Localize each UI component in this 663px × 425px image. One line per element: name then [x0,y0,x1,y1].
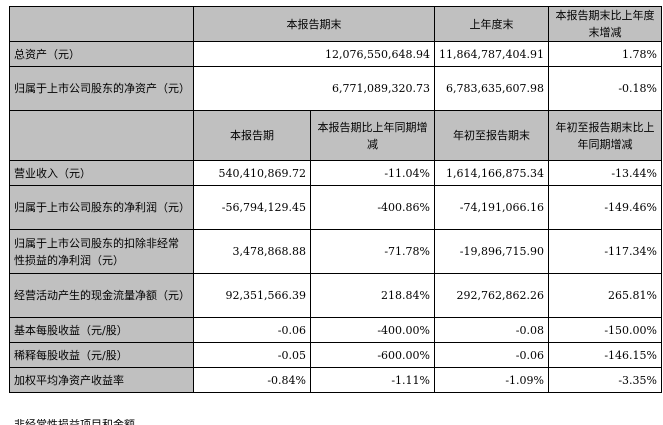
ytd-yoy-value: -13.44% [548,160,662,186]
table-row: 稀释每股收益（元/股） -0.05 -600.00% -0.06 -146.15… [9,342,662,368]
period-yoy-value: -71.78% [310,229,435,274]
ytd-yoy-value: -3.35% [548,367,662,393]
header-ytd-yoy: 年初至报告期末比上年同期增减 [548,110,662,161]
ytd-yoy-value: -117.34% [548,229,662,274]
period-yoy-value: 218.84% [310,273,435,318]
period-yoy-value: -11.04% [310,160,435,186]
current-value: 12,076,550,648.94 [193,41,435,67]
current-value: 6,771,089,320.73 [193,66,435,111]
ytd-value: -74,191,066.16 [434,185,549,230]
table-row: 归属于上市公司股东的净资产（元） 6,771,089,320.73 6,783,… [9,66,662,111]
row-label: 归属于上市公司股东的扣除非经常性损益的净利润（元） [9,229,194,274]
ytd-value: -0.08 [434,317,549,343]
period-yoy-value: -400.86% [310,185,435,230]
row-label: 稀释每股收益（元/股） [9,342,194,368]
period-value: -56,794,129.45 [193,185,311,230]
table-row: 归属于上市公司股东的扣除非经常性损益的净利润（元） 3,478,868.88 -… [9,229,662,274]
row-label: 基本每股收益（元/股） [9,317,194,343]
row-label: 归属于上市公司股东的净资产（元） [9,66,194,111]
row-label: 营业收入（元） [9,160,194,186]
header-ytd: 年初至报告期末 [434,110,549,161]
header-current-period-end: 本报告期末 [193,6,435,42]
period-value: 92,351,566.39 [193,273,311,318]
ytd-yoy-value: -146.15% [548,342,662,368]
footer-text-fragment: 非经常性损益项目和金额 [14,419,164,425]
financial-data-table: 本报告期末 上年度末 本报告期末比上年度末增减 总资产（元） 12,076,55… [9,6,662,393]
row-label: 归属于上市公司股东的净利润（元） [9,185,194,230]
header-period-yoy: 本报告期比上年同期增减 [310,110,435,161]
last-year-value: 11,864,787,404.91 [434,41,549,67]
row-label: 总资产（元） [9,41,194,67]
period-yoy-value: -1.11% [310,367,435,393]
table-row: 营业收入（元） 540,410,869.72 -11.04% 1,614,166… [9,160,662,186]
ytd-yoy-value: -149.46% [548,185,662,230]
period-value: -0.06 [193,317,311,343]
row-label: 加权平均净资产收益率 [9,367,194,393]
header-blank-cell [9,6,194,42]
period-yoy-value: -600.00% [310,342,435,368]
ytd-value: -0.06 [434,342,549,368]
ytd-value: -19,896,715.90 [434,229,549,274]
change-value: -0.18% [548,66,662,111]
table-row: 总资产（元） 12,076,550,648.94 11,864,787,404.… [9,41,662,67]
header-blank-cell [9,110,194,161]
table-row: 基本每股收益（元/股） -0.06 -400.00% -0.08 -150.00… [9,317,662,343]
change-value: 1.78% [548,41,662,67]
table-row: 加权平均净资产收益率 -0.84% -1.11% -1.09% -3.35% [9,367,662,393]
ytd-yoy-value: 265.81% [548,273,662,318]
last-year-value: 6,783,635,607.98 [434,66,549,111]
ytd-yoy-value: -150.00% [548,317,662,343]
header-change: 本报告期末比上年度末增减 [548,6,662,42]
ytd-value: 292,762,862.26 [434,273,549,318]
period-yoy-value: -400.00% [310,317,435,343]
table-row: 归属于上市公司股东的净利润（元） -56,794,129.45 -400.86%… [9,185,662,230]
header-row-income: 本报告期 本报告期比上年同期增减 年初至报告期末 年初至报告期末比上年同期增减 [9,110,662,161]
table-row: 经营活动产生的现金流量净额（元） 92,351,566.39 218.84% 2… [9,273,662,318]
period-value: -0.05 [193,342,311,368]
ytd-value: 1,614,166,875.34 [434,160,549,186]
period-value: -0.84% [193,367,311,393]
ytd-value: -1.09% [434,367,549,393]
period-value: 3,478,868.88 [193,229,311,274]
period-value: 540,410,869.72 [193,160,311,186]
header-row-balance: 本报告期末 上年度末 本报告期末比上年度末增减 [9,6,662,42]
row-label: 经营活动产生的现金流量净额（元） [9,273,194,318]
header-period: 本报告期 [193,110,311,161]
header-last-year-end: 上年度末 [434,6,549,42]
